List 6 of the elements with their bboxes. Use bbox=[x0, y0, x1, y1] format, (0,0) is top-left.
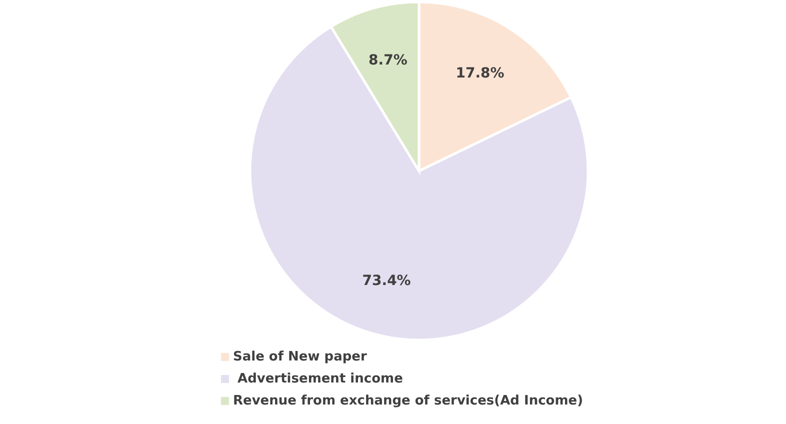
legend-label: Revenue from exchange of services(Ad Income) bbox=[233, 394, 584, 408]
data-label: 17.8% bbox=[456, 66, 504, 82]
legend-label: Advertisement income bbox=[233, 372, 404, 386]
data-label: 73.4% bbox=[362, 273, 411, 290]
data-label: 8.7% bbox=[368, 52, 408, 68]
legend-label: Sale of New paper bbox=[233, 350, 368, 364]
